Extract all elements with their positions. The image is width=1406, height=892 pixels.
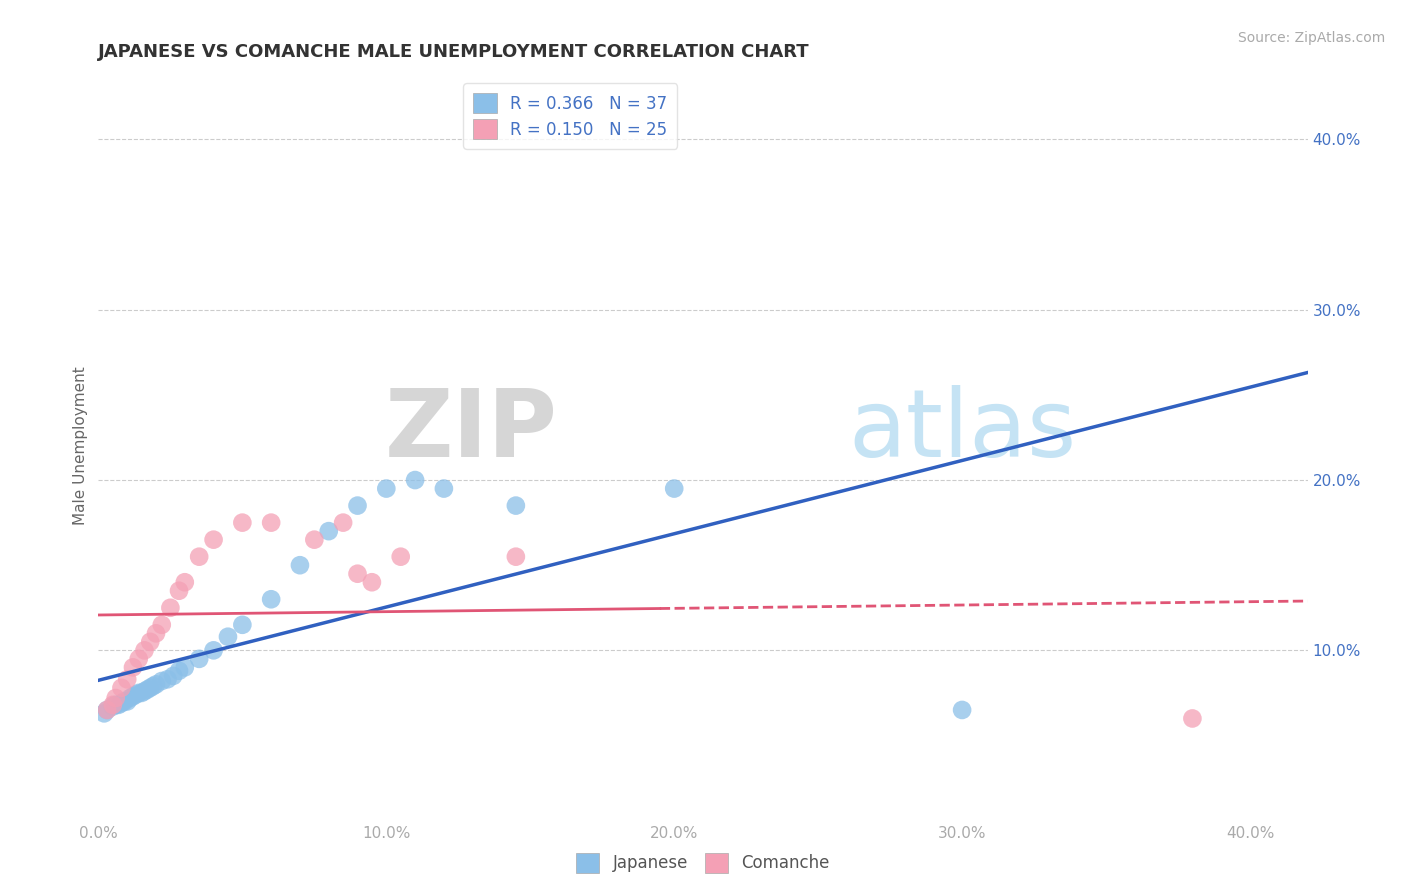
Point — [159, 600, 181, 615]
Text: Source: ZipAtlas.com: Source: ZipAtlas.com — [1237, 31, 1385, 45]
Point — [134, 684, 156, 698]
Point — [145, 677, 167, 691]
Point — [404, 473, 426, 487]
Point — [128, 686, 150, 700]
Point — [122, 690, 145, 704]
Point — [505, 549, 527, 564]
Point — [128, 652, 150, 666]
Point — [136, 682, 159, 697]
Legend: R = 0.366   N = 37, R = 0.150   N = 25: R = 0.366 N = 37, R = 0.150 N = 25 — [464, 84, 678, 149]
Point — [122, 660, 145, 674]
Point — [332, 516, 354, 530]
Point — [125, 688, 148, 702]
Point — [346, 499, 368, 513]
Point — [115, 673, 138, 687]
Point — [104, 698, 127, 712]
Point — [112, 694, 135, 708]
Point — [145, 626, 167, 640]
Point — [188, 652, 211, 666]
Point — [162, 669, 184, 683]
Point — [260, 516, 283, 530]
Legend: Japanese, Comanche: Japanese, Comanche — [569, 847, 837, 880]
Point — [120, 691, 142, 706]
Point — [433, 482, 456, 496]
Point — [167, 583, 190, 598]
Y-axis label: Male Unemployment: Male Unemployment — [73, 367, 89, 525]
Point — [202, 533, 225, 547]
Point — [156, 673, 179, 687]
Point — [1181, 711, 1204, 725]
Point — [134, 643, 156, 657]
Text: atlas: atlas — [848, 385, 1077, 477]
Point — [375, 482, 398, 496]
Point — [304, 533, 326, 547]
Point — [318, 524, 340, 538]
Point — [101, 699, 124, 714]
Point — [389, 549, 412, 564]
Point — [188, 549, 211, 564]
Point — [173, 575, 195, 590]
Point — [96, 703, 118, 717]
Point — [110, 681, 132, 695]
Point — [104, 691, 127, 706]
Point — [167, 664, 190, 678]
Point — [217, 630, 239, 644]
Point — [231, 617, 253, 632]
Text: ZIP: ZIP — [385, 385, 558, 477]
Text: JAPANESE VS COMANCHE MALE UNEMPLOYMENT CORRELATION CHART: JAPANESE VS COMANCHE MALE UNEMPLOYMENT C… — [98, 44, 810, 62]
Point — [96, 703, 118, 717]
Point — [150, 617, 173, 632]
Point — [505, 499, 527, 513]
Point — [202, 643, 225, 657]
Point — [139, 681, 162, 695]
Point — [101, 698, 124, 712]
Point — [173, 660, 195, 674]
Point — [346, 566, 368, 581]
Point — [115, 694, 138, 708]
Point — [288, 558, 311, 573]
Point — [950, 703, 973, 717]
Point — [107, 698, 129, 712]
Point — [110, 696, 132, 710]
Point — [93, 706, 115, 721]
Point — [150, 673, 173, 688]
Point — [131, 686, 153, 700]
Point — [260, 592, 283, 607]
Point — [231, 516, 253, 530]
Point — [361, 575, 384, 590]
Point — [139, 635, 162, 649]
Point — [664, 482, 686, 496]
Point — [142, 679, 165, 693]
